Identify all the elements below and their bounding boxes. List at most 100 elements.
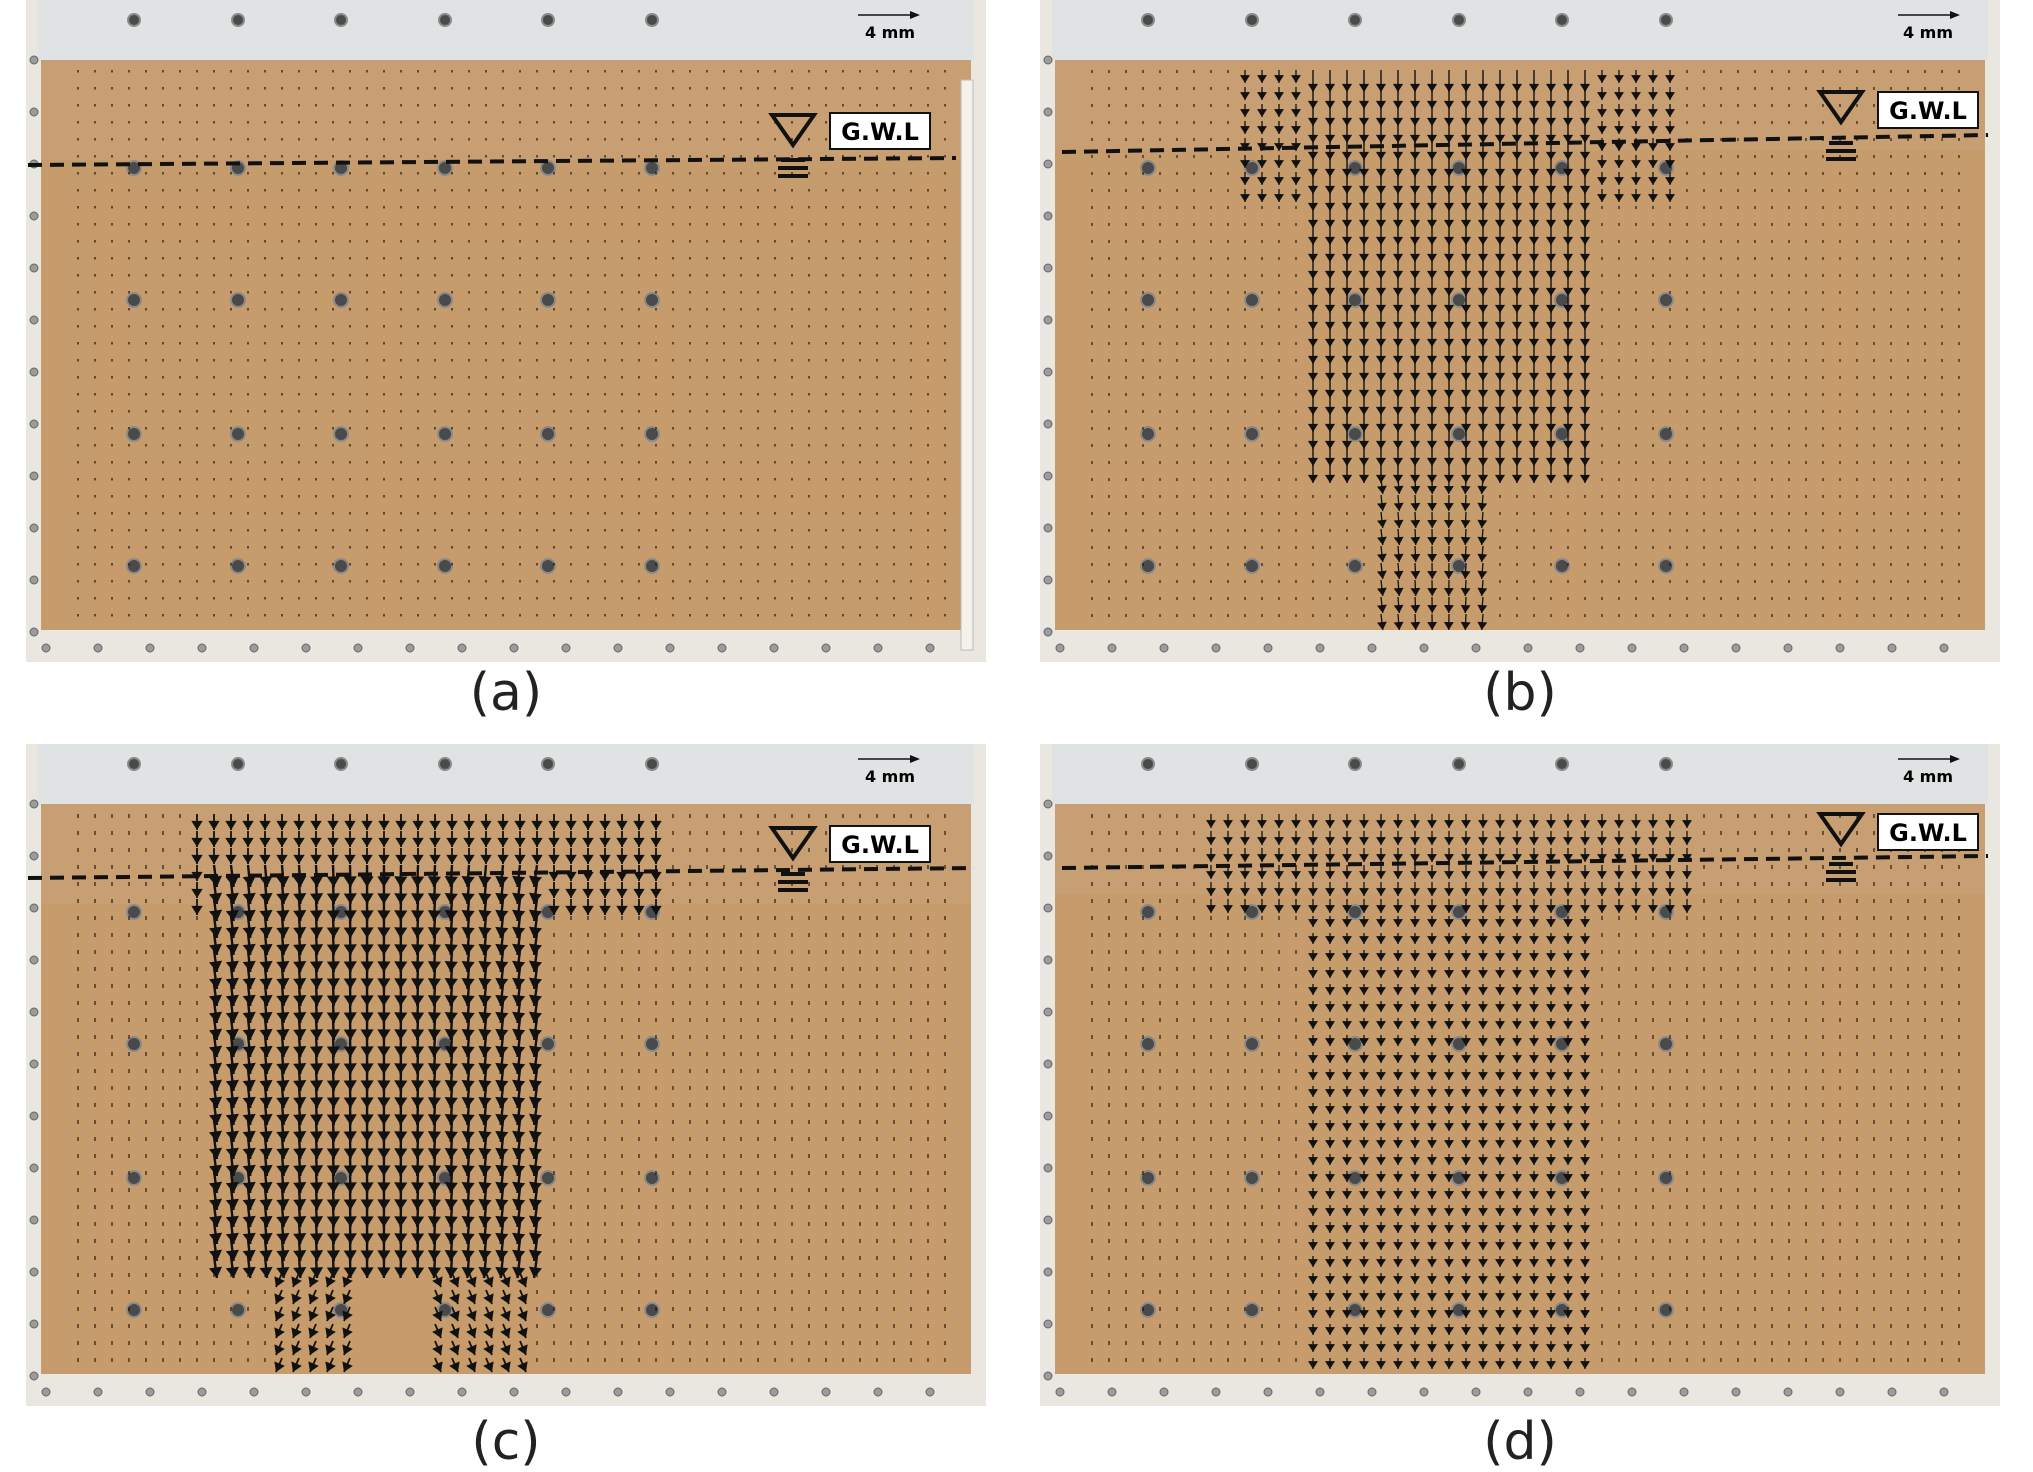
vector-arrowhead (225, 820, 237, 830)
vector-arrowhead (1665, 126, 1675, 134)
vector-arrowhead (495, 926, 509, 938)
vector-arrowhead (1427, 571, 1438, 579)
vector-arrowhead (276, 977, 290, 989)
frame-bolt (29, 1371, 39, 1381)
scale-label: 4 mm (1903, 23, 1953, 42)
vector-arrowhead (412, 854, 424, 864)
frame-bolt (925, 643, 935, 653)
vector-arrowhead (276, 820, 288, 830)
frame-bolt (29, 1111, 39, 1121)
vector-arrowhead (1648, 160, 1658, 168)
vector-arrowhead (309, 995, 324, 1006)
frame-bolt (29, 107, 39, 117)
vector-arrowhead (225, 960, 239, 972)
frame-bolt (249, 1387, 259, 1397)
vector-arrowhead (1443, 604, 1454, 613)
frame-bolt (1679, 643, 1689, 653)
caption-a: (a) (469, 663, 543, 723)
vector-arrowhead (1443, 485, 1454, 494)
target-marker (126, 426, 142, 442)
vector-arrowhead (326, 910, 340, 921)
vector-arrowhead (427, 944, 442, 955)
target-marker (1244, 558, 1260, 574)
vector-arrowhead (208, 892, 223, 904)
vector-arrowhead (1410, 604, 1421, 613)
vector-arrowhead (344, 854, 356, 864)
vector-arrowhead (344, 820, 356, 830)
frame-bolt (29, 315, 39, 325)
frame-bolt (1043, 367, 1053, 377)
vector-arrowhead (208, 820, 220, 830)
vector-arrowhead (412, 837, 424, 847)
vector-arrowhead (1597, 75, 1607, 83)
frame-bolt (457, 1387, 467, 1397)
vector-arrowhead (1376, 536, 1387, 545)
vector-arrowhead (208, 943, 223, 955)
target-marker (126, 558, 142, 574)
frame-bolt (145, 1387, 155, 1397)
target-marker (1347, 292, 1363, 308)
vector-arrowhead (412, 820, 424, 830)
target-marker (1347, 426, 1363, 442)
vector-arrowhead (293, 876, 307, 887)
vector-arrowhead (1410, 502, 1421, 511)
vector-arrowhead (343, 876, 357, 887)
vector-arrowhead (599, 888, 611, 898)
target-marker (438, 13, 452, 27)
target-marker (333, 292, 349, 308)
unsaturated-zone (41, 804, 971, 904)
vector-arrowhead (531, 837, 543, 847)
frame-bolt (613, 1387, 623, 1397)
target-marker (437, 292, 453, 308)
target-marker (1554, 558, 1570, 574)
vector-arrowhead (1410, 553, 1421, 562)
target-marker (1347, 558, 1363, 574)
vector-arrowhead (1240, 160, 1250, 168)
vector-arrowhead (495, 977, 509, 989)
vector-arrowhead (411, 893, 425, 904)
vector-arrowhead (582, 820, 594, 830)
vector-arrowhead (1291, 75, 1301, 83)
vector-arrowhead (276, 960, 290, 972)
vector-arrowhead (225, 892, 239, 904)
target-marker (1244, 426, 1260, 442)
piv-image-b: G.W.L 4 mm (1040, 0, 2000, 662)
frame-bolt (353, 643, 363, 653)
vector-arrowhead (377, 927, 391, 938)
vector-arrowhead (327, 837, 339, 847)
frame-bolt (29, 955, 39, 965)
frame-bolt (1575, 643, 1585, 653)
vector-arrowhead (191, 871, 203, 881)
gwl-symbol: G.W.L (768, 112, 931, 178)
vector-arrowhead (1393, 570, 1404, 579)
vector-arrowhead (191, 820, 203, 830)
vector-arrowhead (326, 995, 340, 1006)
vector-arrowhead (1274, 194, 1284, 202)
vector-arrowhead (616, 888, 628, 898)
vector-arrowhead (1443, 570, 1454, 579)
vector-arrowhead (1443, 536, 1454, 545)
vector-arrowhead (276, 837, 288, 847)
vector-arrowhead (1291, 143, 1301, 151)
vector-arrowhead (360, 876, 374, 887)
vector-arrowhead (497, 820, 509, 830)
vector-arrowhead (225, 994, 239, 1006)
vector-arrowhead (582, 888, 594, 898)
vector-arrowhead (242, 875, 256, 887)
vector-arrowhead (259, 892, 273, 904)
vector-arrowhead (377, 978, 391, 989)
vector-arrowhead (478, 892, 492, 904)
vector-arrowhead (616, 820, 628, 830)
displacement-vectors (77, 814, 946, 1373)
vector-arrowhead (1477, 485, 1488, 494)
vector-arrowhead (378, 820, 390, 830)
target-marker (1452, 13, 1466, 27)
vector-arrowhead (394, 944, 408, 955)
vector-arrowhead (478, 960, 492, 972)
vector-arrowhead (394, 893, 408, 904)
frame-bolt (29, 1267, 39, 1277)
frame-bolt (1107, 643, 1117, 653)
vector-arrowhead (1376, 519, 1387, 528)
vector-arrowhead (309, 927, 324, 938)
vector-arrowhead (1597, 92, 1607, 100)
